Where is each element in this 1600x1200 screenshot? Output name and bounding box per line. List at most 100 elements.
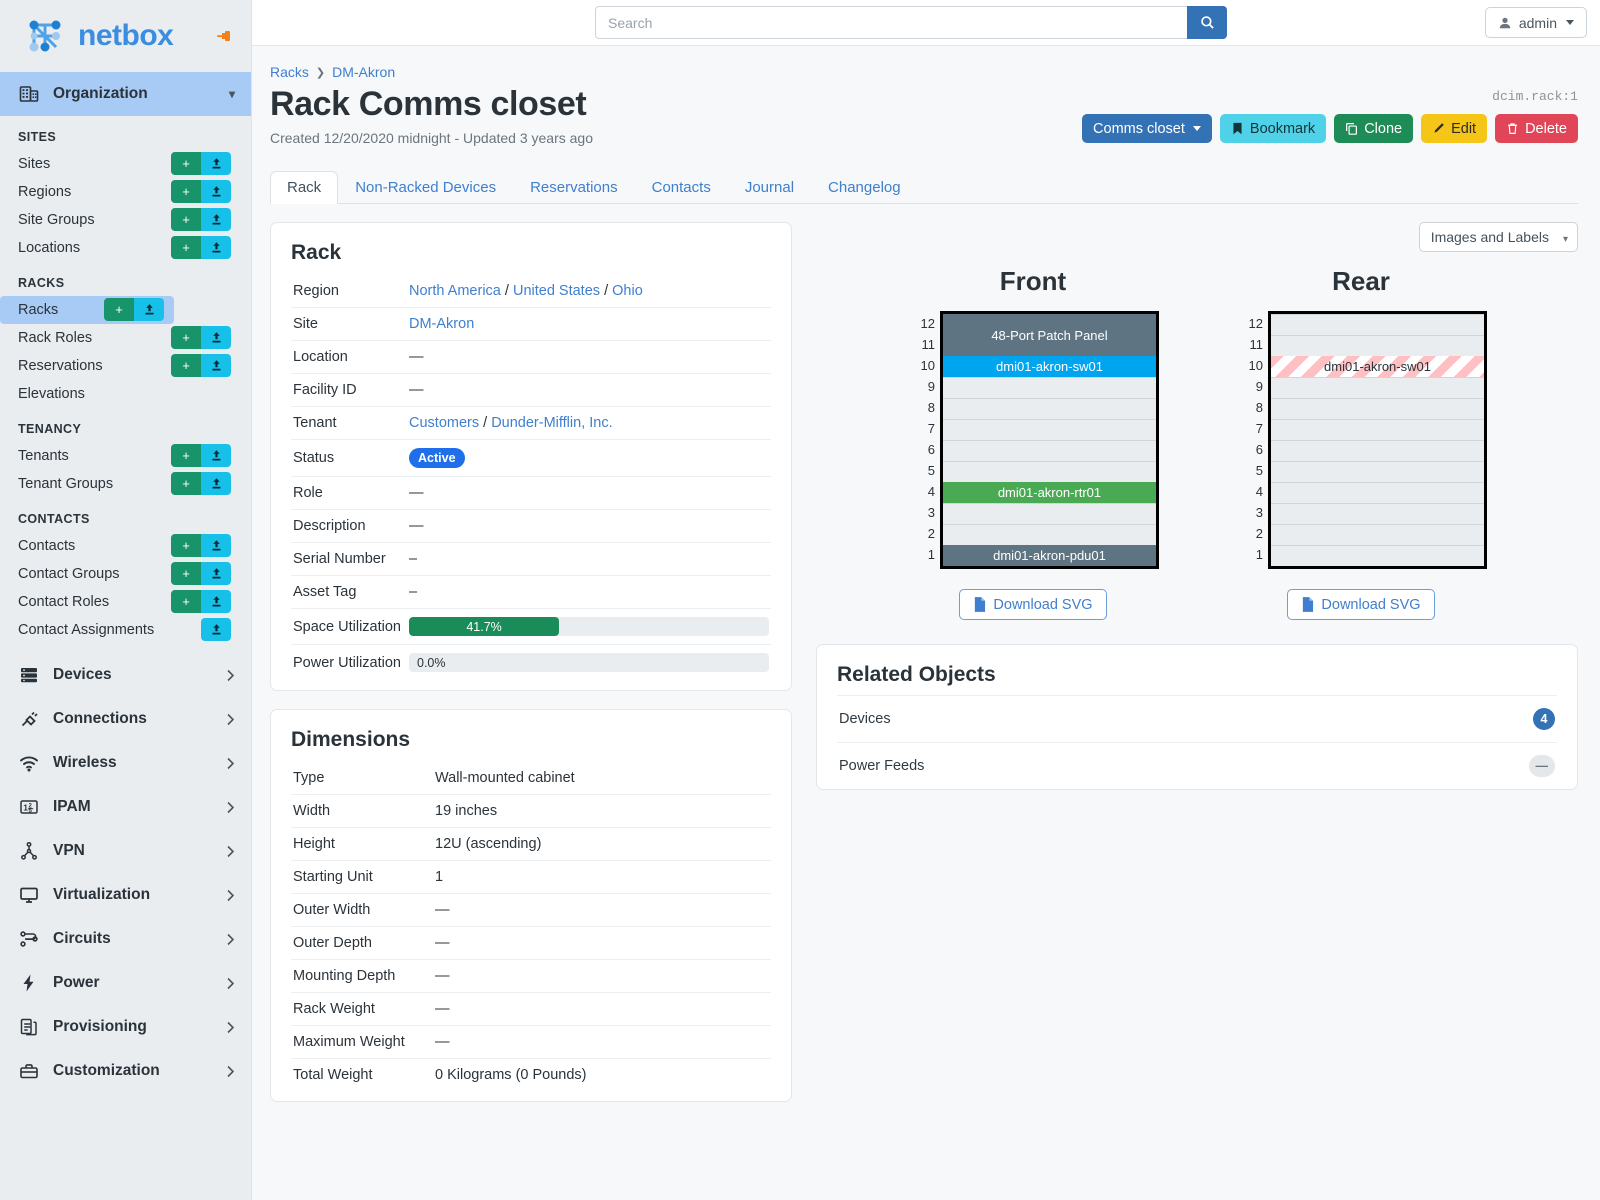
region-link-country[interactable]: United States [512,283,601,299]
import-icon[interactable] [201,236,231,259]
add-icon[interactable]: + [171,472,201,495]
sidebar-item-rack-roles[interactable]: Rack Roles + [0,324,241,352]
breadcrumb-item-site[interactable]: DM-Akron [332,64,396,80]
add-icon[interactable]: + [171,208,201,231]
rack-device[interactable]: dmi01-akron-rtr01 [943,482,1156,503]
sidebar-group-wireless[interactable]: Wireless [0,741,251,785]
tab-journal[interactable]: Journal [744,179,795,196]
region-link-continent[interactable]: North America [409,283,501,299]
add-icon[interactable]: + [171,590,201,613]
sidebar-group-power[interactable]: Power [0,961,251,1005]
related-object-row[interactable]: Power Feeds — [837,742,1557,789]
add-icon[interactable]: + [171,534,201,557]
rear-download-svg-button[interactable]: Download SVG [1287,589,1435,620]
rack-slot-empty[interactable] [943,440,1156,461]
import-icon[interactable] [201,590,231,613]
tenant-group-link[interactable]: Customers [409,415,480,431]
front-rack-body[interactable]: 48-Port Patch Panel dmi01-akron-sw01 dmi01… [940,311,1159,569]
edit-button[interactable]: Edit [1421,114,1488,143]
delete-button[interactable]: Delete [1495,114,1578,143]
add-icon[interactable]: + [171,444,201,467]
sidebar-item-tenants[interactable]: Tenants + [0,442,241,470]
rack-slot-empty[interactable] [943,419,1156,440]
rack-device[interactable]: 48-Port Patch Panel [943,314,1156,356]
search-button[interactable] [1187,6,1227,39]
sidebar-group-devices[interactable]: Devices [0,653,251,697]
brand-header[interactable]: netbox [0,0,251,72]
add-icon[interactable]: + [171,562,201,585]
add-icon[interactable]: + [104,298,134,321]
sidebar-item-contacts[interactable]: Contacts + [0,532,241,560]
rack-slot-empty[interactable] [943,398,1156,419]
tab-non-racked-devices[interactable]: Non-Racked Devices [355,179,497,196]
import-icon[interactable] [201,354,231,377]
import-icon[interactable] [201,326,231,349]
region-link-state[interactable]: Ohio [612,283,643,299]
rack-slot-empty[interactable] [1271,461,1484,482]
rack-slot-empty[interactable] [943,524,1156,545]
sidebar-group-organization[interactable]: Organization ▾ [0,72,251,116]
front-download-svg-button[interactable]: Download SVG [959,589,1107,620]
search-input[interactable] [595,6,1187,39]
import-icon[interactable] [201,562,231,585]
import-icon[interactable] [134,298,164,321]
rack-slot-empty[interactable] [1271,503,1484,524]
sidebar-item-contact-groups[interactable]: Contact Groups + [0,560,241,588]
import-icon[interactable] [201,180,231,203]
rack-slot-empty[interactable] [1271,440,1484,461]
rack-slot-empty[interactable] [943,503,1156,524]
sidebar-item-regions[interactable]: Regions + [0,178,241,206]
sidebar-group-circuits[interactable]: Circuits [0,917,251,961]
import-icon[interactable] [201,618,231,641]
rack-slot-empty[interactable] [943,377,1156,398]
breadcrumb-item-racks[interactable]: Racks [270,64,309,80]
tab-reservations[interactable]: Reservations [530,179,618,196]
add-icon[interactable]: + [171,180,201,203]
rack-selector-button[interactable]: Comms closet [1082,114,1212,143]
sidebar-item-tenant-groups[interactable]: Tenant Groups + [0,470,241,498]
bookmark-button[interactable]: Bookmark [1219,114,1327,143]
tab-contacts[interactable]: Contacts [651,179,711,196]
rack-device[interactable]: dmi01-akron-sw01 [1271,356,1484,377]
rack-slot-empty[interactable] [1271,524,1484,545]
sidebar-item-reservations[interactable]: Reservations + [0,352,241,380]
sidebar-group-customization[interactable]: Customization [0,1049,251,1093]
add-icon[interactable]: + [171,236,201,259]
sidebar-group-provisioning[interactable]: Provisioning [0,1005,251,1049]
elevation-view-select[interactable]: Images and Labels ▾ [1418,222,1578,252]
sidebar-item-racks[interactable]: Racks + [0,296,174,324]
sidebar-item-elevations[interactable]: Elevations [0,380,241,408]
tab-rack[interactable]: Rack [270,171,339,204]
sidebar-item-site-groups[interactable]: Site Groups + [0,206,241,234]
rack-slot-empty[interactable] [1271,419,1484,440]
clone-button[interactable]: Clone [1334,114,1414,143]
rack-slot-empty[interactable] [1271,482,1484,503]
rack-slot-empty[interactable] [1271,545,1484,566]
sidebar-item-locations[interactable]: Locations + [0,234,241,262]
rack-slot-empty[interactable] [1271,377,1484,398]
sidebar-item-sites[interactable]: Sites + [0,150,241,178]
user-menu-button[interactable]: admin [1484,7,1587,38]
pin-icon[interactable] [215,26,235,46]
import-icon[interactable] [201,444,231,467]
sidebar-group-virtualization[interactable]: Virtualization [0,873,251,917]
import-icon[interactable] [201,472,231,495]
sidebar-item-contact-assignments[interactable]: Contact Assignments [0,616,241,644]
rack-slot-empty[interactable] [1271,314,1484,335]
tab-changelog[interactable]: Changelog [828,179,901,196]
tenant-link[interactable]: Dunder-Mifflin, Inc. [491,415,613,431]
rack-device[interactable]: dmi01-akron-sw01 [943,356,1156,377]
rear-rack-body[interactable]: dmi01-akron-sw01 [1268,311,1487,569]
add-icon[interactable]: + [171,354,201,377]
add-icon[interactable]: + [171,152,201,175]
rack-slot-empty[interactable] [1271,335,1484,356]
sidebar-item-contact-roles[interactable]: Contact Roles + [0,588,241,616]
sidebar-group-connections[interactable]: Connections [0,697,251,741]
import-icon[interactable] [201,208,231,231]
rack-slot-empty[interactable] [1271,398,1484,419]
sidebar-group-ipam[interactable]: 1 2 5 IPAM [0,785,251,829]
rack-slot-empty[interactable] [943,461,1156,482]
site-link[interactable]: DM-Akron [409,316,475,332]
import-icon[interactable] [201,534,231,557]
import-icon[interactable] [201,152,231,175]
